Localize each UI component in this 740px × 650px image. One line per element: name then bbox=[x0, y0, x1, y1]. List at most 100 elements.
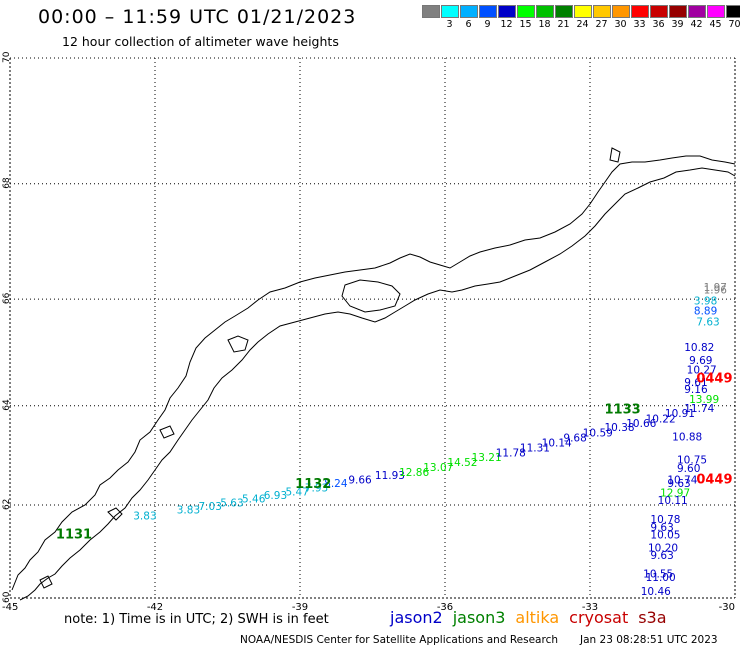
pass-time-label: 1131 bbox=[56, 527, 92, 542]
legend-swatch-label: 18 bbox=[538, 19, 551, 30]
wave-height-labels: 3.83 3.837.035.635.466.935.477.938.24 9.66… bbox=[133, 282, 727, 598]
wave-height-value: 10.59 bbox=[583, 427, 613, 439]
wave-height-value: 12.86 bbox=[399, 467, 429, 479]
map-title: 00:00 – 11:59 UTC 01/21/2023 bbox=[38, 6, 357, 28]
wave-height-value: 9.16 bbox=[684, 384, 708, 396]
legend-swatch-label: 3 bbox=[446, 19, 453, 30]
wave-height-value: 10.14 bbox=[542, 437, 572, 449]
satellite-legend: jason2 jason3 altika cryosat s3a bbox=[390, 608, 667, 627]
wave-height-value: 9.63 bbox=[650, 522, 673, 534]
wave-height-value: 10.91 bbox=[665, 408, 695, 420]
legend-swatch-label: 42 bbox=[690, 19, 703, 30]
wave-height-value: 3.98 bbox=[694, 296, 717, 308]
greenland-coastline bbox=[11, 147, 736, 601]
legend-swatch-label: 15 bbox=[519, 19, 532, 30]
wave-height-value: 10.46 bbox=[641, 586, 671, 598]
legend-swatch: 70 bbox=[725, 5, 740, 33]
latitude-labels: 70 68 66 64 62 60 bbox=[2, 51, 12, 603]
wave-height-value: 9.63 bbox=[650, 550, 673, 562]
satellite-name: altika bbox=[515, 608, 560, 627]
legend-swatch: 3 bbox=[440, 5, 459, 33]
legend-swatch: 6 bbox=[459, 5, 478, 33]
legend-swatch-label: 6 bbox=[465, 19, 472, 30]
wave-height-value: 9.63 bbox=[667, 478, 690, 490]
legend-swatch-label: 12 bbox=[500, 19, 513, 30]
legend-swatch: 30 bbox=[611, 5, 630, 33]
map-subtitle: 12 hour collection of altimeter wave hei… bbox=[62, 34, 339, 49]
legend-swatch: 33 bbox=[630, 5, 649, 33]
satellite-name: s3a bbox=[638, 608, 667, 627]
wave-height-value: 10.88 bbox=[672, 431, 702, 443]
wave-height-value: 13.07 bbox=[423, 462, 453, 474]
legend-swatch-label: 70 bbox=[728, 19, 740, 30]
wave-height-value: 11.00 bbox=[646, 572, 676, 584]
wave-height-value: 10.22 bbox=[646, 414, 676, 426]
wave-height-value: 10.20 bbox=[648, 542, 678, 554]
longitude-label: -33 bbox=[582, 602, 598, 613]
wave-height-value: 10.82 bbox=[684, 342, 714, 354]
wave-height-value: 10.38 bbox=[605, 422, 635, 434]
wave-height-value: 10.55 bbox=[643, 569, 673, 581]
legend-swatch: 36 bbox=[649, 5, 668, 33]
wave-height-value: 7.63 bbox=[696, 316, 719, 328]
legend-swatch-label: 45 bbox=[709, 19, 722, 30]
legend-swatch: 18 bbox=[535, 5, 554, 33]
wave-height-value: 10.74 bbox=[667, 474, 697, 486]
latitude-label: 62 bbox=[2, 499, 12, 510]
legend-swatch: 45 bbox=[706, 5, 725, 33]
legend-swatch: 12 bbox=[497, 5, 516, 33]
wave-height-value: 6.93 bbox=[264, 490, 287, 502]
wave-height-value: 9.61 bbox=[684, 377, 707, 389]
longitude-labels: -45 -42 -39 -36 -33 -30 bbox=[2, 602, 735, 613]
wave-height-value: 1.96 bbox=[704, 285, 728, 297]
latitude-label: 60 bbox=[2, 591, 12, 603]
wave-height-value: 9.68 bbox=[563, 432, 586, 444]
wave-height-value: 13.21 bbox=[472, 452, 502, 464]
pass-time-label: 1133 bbox=[605, 402, 641, 417]
legend-swatch bbox=[421, 5, 440, 33]
wave-height-value: 10.78 bbox=[650, 514, 680, 526]
pass-time-label: 0449 bbox=[696, 371, 732, 386]
legend-swatch-label: 36 bbox=[652, 19, 665, 30]
credit-line: NOAA/NESDIS Center for Satellite Applica… bbox=[240, 634, 558, 646]
wave-height-value: 10.66 bbox=[626, 418, 656, 430]
wave-height-value: 9.60 bbox=[677, 463, 700, 475]
satellite-name: jason3 bbox=[452, 608, 506, 627]
legend-swatch: 15 bbox=[516, 5, 535, 33]
latitude-label: 68 bbox=[2, 177, 12, 189]
legend-swatch-label: 21 bbox=[557, 19, 570, 30]
wave-height-value: 10.27 bbox=[687, 365, 717, 377]
pass-time-label: 0449 bbox=[696, 472, 732, 487]
wave-height-value: 10.75 bbox=[677, 455, 707, 467]
wave-height-value: 5.46 bbox=[242, 494, 266, 506]
longitude-label: -45 bbox=[2, 602, 18, 613]
legend-swatch: 9 bbox=[478, 5, 497, 33]
latitude-label: 66 bbox=[2, 292, 12, 304]
wave-height-value: 5.63 bbox=[220, 497, 243, 509]
wave-height-value: 7.93 bbox=[305, 483, 328, 495]
wave-height-value: 13.99 bbox=[689, 394, 719, 406]
legend-swatch: 27 bbox=[592, 5, 611, 33]
legend-swatch-label: 33 bbox=[633, 19, 646, 30]
wave-height-value: 10.05 bbox=[650, 529, 680, 541]
latitude-label: 70 bbox=[2, 51, 12, 63]
wave-height-value: 8.89 bbox=[694, 306, 717, 318]
legend-swatch: 42 bbox=[687, 5, 706, 33]
legend-swatch-label: 30 bbox=[614, 19, 627, 30]
pass-time-label: 1132 bbox=[295, 477, 331, 492]
longitude-label: -36 bbox=[437, 602, 453, 613]
wave-height-value: 3.83 bbox=[177, 505, 200, 517]
wave-height-value: 5.47 bbox=[286, 486, 309, 498]
credit-timestamp: Jan 23 08:28:51 UTC 2023 bbox=[580, 634, 718, 646]
map-frame bbox=[9, 57, 736, 599]
wave-height-value: 11.78 bbox=[496, 447, 526, 459]
legend-swatch-label: 9 bbox=[484, 19, 491, 30]
wave-height-value: 14.52 bbox=[447, 457, 477, 469]
longitude-label: -30 bbox=[719, 602, 735, 613]
wave-height-value: 11.74 bbox=[684, 403, 714, 415]
pass-time-labels: 1131 1132 1133 0449 0449 bbox=[56, 371, 733, 542]
legend-swatch-label: 27 bbox=[595, 19, 608, 30]
longitude-label: -39 bbox=[292, 602, 308, 613]
